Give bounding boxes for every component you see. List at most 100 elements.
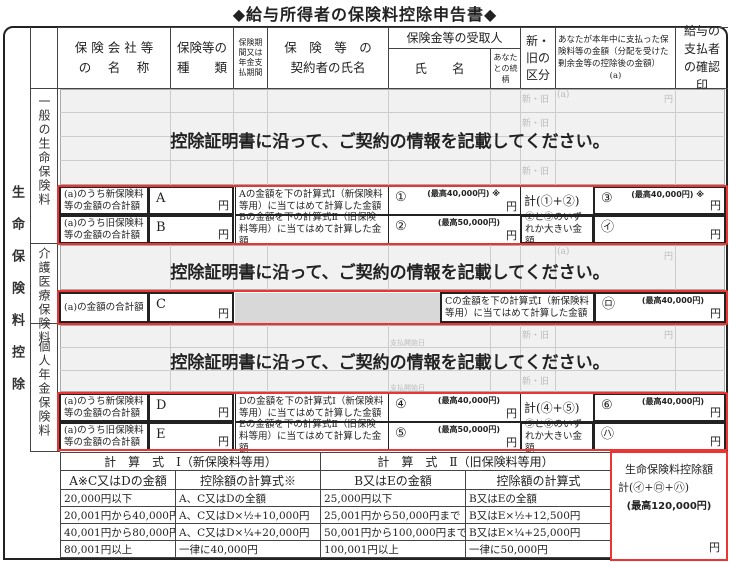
calc-num: ① [395, 190, 407, 205]
grid-line [170, 325, 171, 392]
calc-res-mark: ③ [601, 191, 613, 206]
yen-unit: 円 [506, 436, 517, 449]
care-ro-field[interactable]: ㋺ (最高40,000円) 円 [594, 292, 726, 323]
formula-header: A※C又はDの金額 [60, 470, 176, 490]
divider [30, 243, 58, 244]
calc-label: (a)のうち新保険料等の金額の合計額 [59, 186, 149, 215]
calc-result-field[interactable]: ⑤ (最高50,000円) 円 [388, 422, 521, 451]
side-label-general: 一般の生命保険料 [37, 95, 51, 207]
care-disabled-area [235, 293, 441, 323]
grid-line [555, 325, 556, 392]
grid-line [267, 89, 268, 185]
formula-cell: B又はE×½+12,500円 [465, 506, 612, 524]
pay-start-hint: 支払開始日 [390, 339, 425, 347]
grid-line [233, 325, 234, 392]
calc-desc: Dの金額を下の計算式Ⅰ（新保険料等用）に当てはめて計算した金額 [235, 393, 389, 422]
divider [30, 451, 60, 452]
grid-line [267, 325, 268, 392]
calc-letter: B [156, 220, 166, 235]
yen-unit: 円 [710, 307, 721, 320]
yen-unit: 円 [506, 407, 517, 420]
side-label-care: 介護医療保険料 [37, 247, 51, 345]
formula-cell: 20,001円から40,000円まで [60, 506, 176, 524]
calc-res-max: (最高40,000円) [641, 397, 704, 406]
calc-res-mark: ⑥ [601, 398, 613, 413]
calc-result-field[interactable]: ② (最高50,000円) 円 [388, 215, 521, 244]
grid-line [60, 370, 725, 371]
header-relation: あなたとの続柄 [490, 48, 521, 89]
header-contractor-line1: 保 険 等 の [284, 40, 372, 55]
total-label: 生命保険料控除額 [625, 463, 713, 476]
formula-cell: 100,001円以上 [320, 540, 466, 558]
grid-line [60, 136, 725, 137]
calc-res-mark: ㋩ [601, 427, 615, 442]
calc-letter: E [156, 427, 166, 442]
yen-unit: 円 [218, 228, 229, 241]
divider [30, 323, 58, 324]
grid-line [555, 245, 556, 290]
total-box[interactable]: 生命保険料控除額 計(㋑+㋺+㋩) (最高120,000円) 円 [610, 451, 728, 561]
formula-header: 控除額の計算式 [465, 470, 612, 490]
amount-hint: (a) [557, 247, 570, 257]
care-letter: C [156, 297, 166, 312]
side-label-life-insurance: 生命保険料控除 [9, 185, 24, 409]
calc-desc: Eの金額を下の計算式Ⅱ（旧保険料等用）に当てはめて計算した金額 [235, 419, 389, 454]
notice-care: 控除証明書に沿って、ご契約の情報を記載してください。 [170, 263, 610, 283]
yen-unit: 円 [218, 199, 229, 212]
calc-sum-label: 計(①+②) [520, 186, 594, 215]
yen-unit: 円 [710, 435, 721, 448]
yen-unit: 円 [218, 435, 229, 448]
grid-line [170, 245, 171, 290]
calc-result-field[interactable]: ① (最高40,000円) ※ 円 [388, 186, 521, 215]
grid-line [233, 89, 234, 185]
calc-final-field[interactable]: ③ (最高40,000円) ※ 円 [593, 186, 726, 215]
total-formula: 計(㋑+㋺+㋩) [618, 481, 690, 494]
header-contractor-line2: 契約者の氏名 [290, 60, 366, 75]
header-company: 保 険 会 社 等の 名 称 [57, 27, 171, 89]
formula-cell: 一律に50,000円 [465, 540, 612, 558]
calc-letter: D [156, 398, 167, 413]
formula-cell: B又はE×¼+25,000円 [465, 523, 612, 541]
yen-unit: 円 [709, 541, 720, 554]
formula2-title: 計 算 式 Ⅱ（旧保険料等用） [320, 452, 611, 471]
calc-result-field[interactable]: ④ (最高40,000円) 円 [388, 393, 521, 422]
header-type: 保険等の種 類 [170, 27, 234, 89]
formula-cell: 25,001円から50,000円まで [320, 506, 466, 524]
header-amount-mark: (a) [609, 71, 622, 81]
calc-letter: A [156, 191, 166, 206]
formula-cell: 一律に40,000円 [175, 540, 321, 558]
formula-cell: 40,001円から80,000円まで [60, 523, 176, 541]
divider [30, 88, 31, 452]
calc-final-field[interactable]: ⑥ (最高40,000円) 円 [593, 393, 726, 422]
calc-res-max: (最高40,000円) ※ [631, 190, 704, 199]
yen-hint: 円 [664, 252, 674, 262]
amount-hint: (a) [557, 90, 570, 100]
grid-line [233, 245, 234, 290]
calc-desc: Aの金額を下の計算式Ⅰ（新保険料等用）に当てはめて計算した金額 [235, 186, 389, 215]
header-recipient: 保険金等の受取人 [388, 27, 521, 49]
pension-red-box [57, 392, 728, 451]
yen-unit: 円 [506, 229, 517, 242]
calc-max: (最高50,000円) [437, 425, 500, 434]
header-blank [30, 27, 58, 89]
formula1-title: 計 算 式 Ⅰ（新保険料等用） [60, 452, 321, 471]
notice-general: 控除証明書に沿って、ご契約の情報を記載してください。 [170, 132, 610, 152]
yen-unit: 円 [506, 200, 517, 213]
side-label-pension: 個人年金保険料 [37, 340, 51, 438]
formula-cell: 25,000円以下 [320, 489, 466, 507]
calc-num: ② [395, 219, 407, 234]
grid-line [388, 325, 389, 392]
formula-cell: A、C又はD×½+10,000円 [175, 506, 321, 524]
grid-line [675, 245, 676, 290]
grid-line [388, 245, 389, 290]
formula-cell: A、C又はDの全額 [175, 489, 321, 507]
header-type-line2: 種 類 [176, 60, 227, 75]
form-title: ◆給与所得者の保険料控除申告書◆ [232, 5, 498, 24]
calc-num: ⑤ [395, 426, 407, 441]
grid-line [60, 347, 725, 348]
grid-line [520, 89, 521, 185]
newold-hint: 新・旧 [522, 167, 550, 177]
